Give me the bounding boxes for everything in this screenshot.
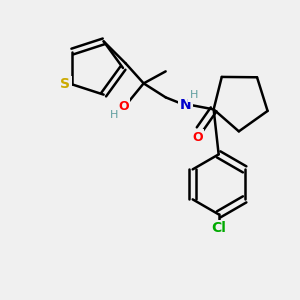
Text: S: S — [60, 77, 70, 92]
Text: H: H — [110, 110, 118, 120]
Text: H: H — [190, 90, 198, 100]
Text: O: O — [192, 131, 203, 144]
Text: Cl: Cl — [211, 221, 226, 236]
Text: N: N — [180, 98, 191, 112]
Text: O: O — [118, 100, 129, 113]
